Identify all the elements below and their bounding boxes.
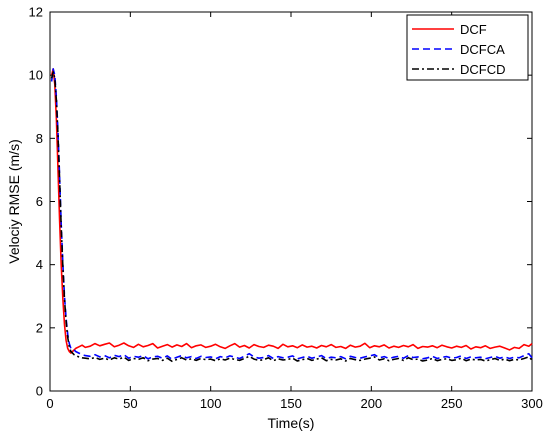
y-tick-label: 4: [36, 257, 43, 272]
y-tick-label: 12: [29, 5, 43, 20]
x-tick-label: 150: [280, 396, 302, 411]
x-axis-label: Time(s): [268, 415, 315, 431]
legend-label-dcfcd: DCFCD: [460, 62, 506, 77]
legend-label-dcfca: DCFCA: [460, 42, 505, 57]
x-tick-label: 100: [200, 396, 222, 411]
x-tick-label: 300: [521, 396, 543, 411]
y-tick-label: 8: [36, 131, 43, 146]
x-tick-label: 250: [441, 396, 463, 411]
series-line-dcfca: [50, 68, 533, 361]
series-line-dcfcd: [50, 71, 533, 363]
y-axis-label: Velociy RMSE (m/s): [6, 139, 22, 263]
x-tick-label: 200: [360, 396, 382, 411]
legend-label-dcf: DCF: [460, 22, 487, 37]
legend: DCF DCFCA DCFCD: [406, 14, 529, 81]
series-layer: [50, 68, 533, 363]
y-tick-label: 6: [36, 194, 43, 209]
x-tick-label: 50: [123, 396, 137, 411]
y-tick-label: 2: [36, 320, 43, 335]
y-tick-label: 10: [29, 68, 43, 83]
x-tick-label: 0: [46, 396, 53, 411]
y-tick-label: 0: [36, 384, 43, 399]
series-line-dcf: [50, 68, 533, 354]
